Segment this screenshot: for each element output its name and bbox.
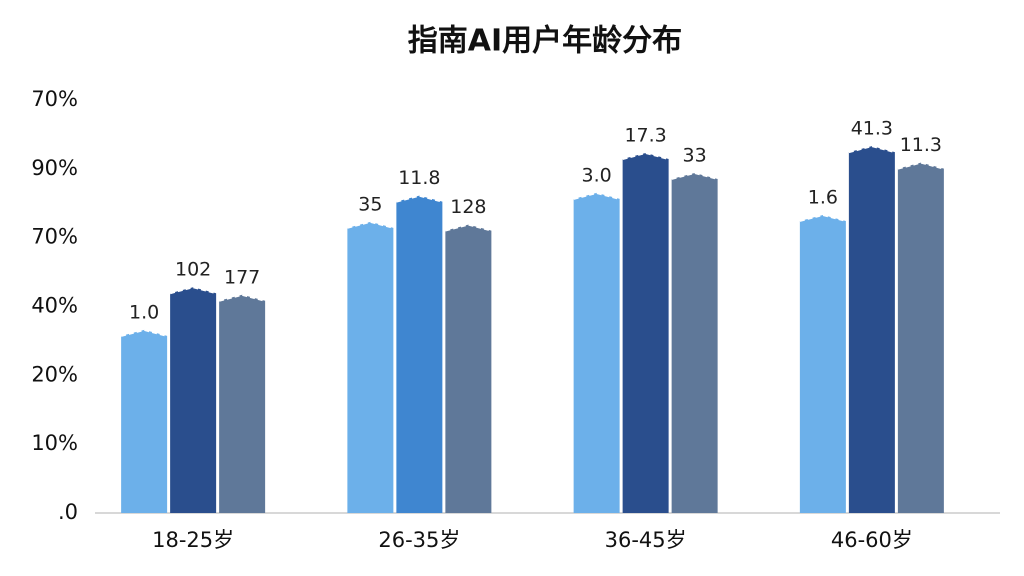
x-tick-label: 26-35岁 [378, 528, 460, 552]
x-tick-label: 36-45岁 [605, 528, 687, 552]
y-tick-label: .0 [58, 500, 78, 524]
bar [622, 153, 669, 514]
data-label: 11.3 [900, 134, 942, 156]
data-label: 177 [224, 266, 260, 288]
y-tick-label: 90% [31, 156, 78, 180]
data-label: 1.6 [808, 186, 838, 208]
x-tick-label: 18-25岁 [152, 528, 234, 552]
y-tick-label: 10% [31, 431, 78, 455]
bar [897, 162, 944, 513]
data-label: 1.0 [129, 301, 159, 323]
data-label: 35 [358, 193, 382, 215]
bar [573, 192, 620, 514]
data-label: 128 [450, 196, 486, 218]
y-tick-label: 70% [31, 87, 78, 111]
chart-title: 指南AI用户年龄分布 [408, 24, 682, 59]
bar [799, 214, 846, 513]
data-label: 3.0 [582, 164, 612, 186]
data-label: 41.3 [851, 118, 893, 140]
x-tick-label: 46-60岁 [831, 528, 913, 552]
y-tick-label: 70% [31, 225, 78, 249]
y-tick-label: 40% [31, 294, 78, 318]
data-label: 11.8 [398, 167, 440, 189]
bar [396, 195, 443, 513]
data-label: 17.3 [624, 125, 666, 147]
y-tick-label: 20% [31, 362, 78, 386]
bar [121, 329, 168, 513]
data-label: 33 [683, 144, 707, 166]
bar [219, 294, 266, 513]
bar [170, 287, 217, 513]
bar [848, 146, 895, 513]
bar [347, 221, 394, 513]
bar [445, 224, 492, 514]
bar [671, 172, 718, 514]
data-label: 102 [175, 259, 211, 281]
